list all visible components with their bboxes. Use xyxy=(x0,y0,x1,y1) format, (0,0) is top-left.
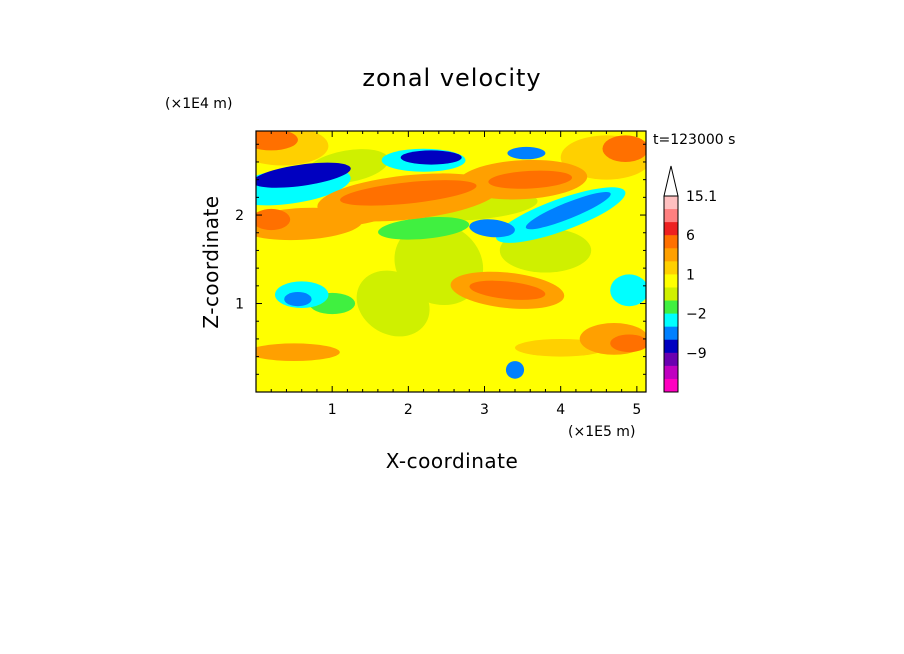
contour-feature xyxy=(256,343,340,361)
contour-feature xyxy=(256,162,351,188)
contour-feature xyxy=(356,270,430,337)
colorbar-band xyxy=(664,235,678,249)
contour-feature xyxy=(256,380,363,392)
time-label: t=123000 s xyxy=(653,132,735,148)
contour-feature xyxy=(610,274,646,307)
contour-feature xyxy=(301,203,393,227)
x-tick-label: 2 xyxy=(404,402,413,418)
y-axis-title: Z-coordinate xyxy=(199,195,223,328)
colorbar-extend-arrow xyxy=(663,165,679,197)
colorbar-band xyxy=(664,352,678,367)
contour-feature xyxy=(505,361,525,379)
x-tick-label: 4 xyxy=(556,402,565,418)
contour-feature xyxy=(340,180,477,206)
colorbar-band xyxy=(664,261,678,275)
x-tick-label: 1 xyxy=(328,402,337,418)
contour-feature xyxy=(284,292,312,307)
y-tick-label: 2 xyxy=(235,208,244,224)
colorbar-frame xyxy=(663,195,679,393)
x-tick-label: 5 xyxy=(632,402,641,418)
colorbar: 15.1 6 1 −2 −9 xyxy=(663,165,717,393)
colorbar-label: 15.1 xyxy=(686,189,717,205)
colorbar-band xyxy=(664,378,678,393)
contour-feature xyxy=(256,208,291,231)
colorbar-band xyxy=(664,222,678,236)
y-tick-label: 1 xyxy=(235,297,244,313)
colorbar-label: −2 xyxy=(686,307,707,323)
x-tick-label: 3 xyxy=(480,402,489,418)
colorbar-band xyxy=(664,274,678,288)
contour-features xyxy=(256,131,646,392)
colorbar-band xyxy=(664,339,678,354)
plot-frame xyxy=(255,130,647,393)
colorbar-band xyxy=(664,196,678,210)
colorbar-band xyxy=(664,287,678,301)
colorbar-band xyxy=(664,326,678,341)
colorbar-band xyxy=(664,300,678,314)
y-axis-ticks: 12 xyxy=(235,143,646,375)
colorbar-band xyxy=(664,209,678,223)
contour-plot-area xyxy=(256,131,646,392)
colorbar-label: 1 xyxy=(686,267,695,283)
contour-feature xyxy=(602,135,646,162)
x-axis-unit: (×1E5 m) xyxy=(568,424,635,440)
colorbar-label: 6 xyxy=(686,228,695,244)
colorbar-label: −9 xyxy=(686,346,707,362)
colorbar-band xyxy=(664,365,678,380)
colorbar-band xyxy=(664,248,678,262)
chart-title: zonal velocity xyxy=(362,64,541,92)
y-axis-unit: (×1E4 m) xyxy=(165,96,232,112)
contour-feature xyxy=(378,217,470,240)
x-axis-ticks: 1 2 3 4 5 xyxy=(270,131,641,418)
contour-feature xyxy=(400,150,462,165)
colorbar-band xyxy=(664,313,678,328)
contour-feature xyxy=(610,334,646,353)
contour-feature xyxy=(525,191,611,230)
contour-feature xyxy=(469,280,546,300)
contour-feature xyxy=(507,146,546,160)
contour-feature xyxy=(488,170,573,189)
contour-feature xyxy=(469,219,515,238)
contour-feature xyxy=(256,131,298,151)
x-axis-title: X-coordinate xyxy=(386,449,519,473)
